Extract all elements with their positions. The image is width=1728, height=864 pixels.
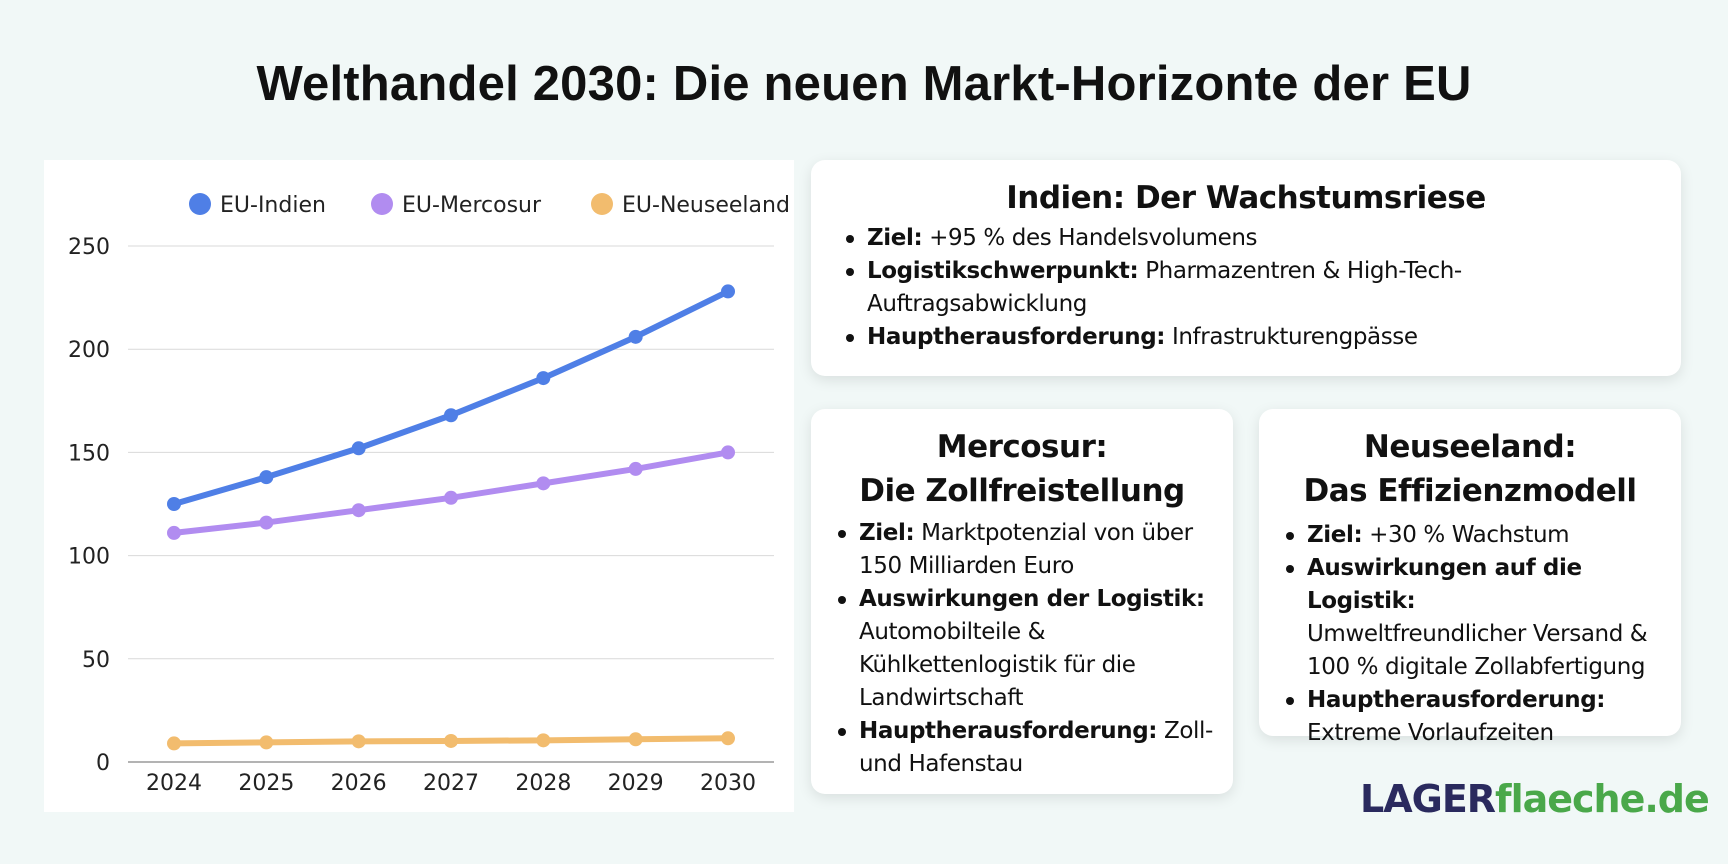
item-label: Hauptherausforderung: bbox=[1307, 687, 1606, 713]
data-point bbox=[536, 476, 551, 491]
data-point bbox=[351, 734, 366, 749]
list-item: Auswirkungen der Logistik: Automobilteil… bbox=[838, 583, 1233, 715]
item-label: Logistikschwerpunkt: bbox=[867, 258, 1139, 284]
list-item: Ziel: +95 % des Handelsvolumens bbox=[846, 222, 1681, 255]
x-tick-label: 2025 bbox=[238, 771, 294, 796]
item-text: +95 % des Handelsvolumens bbox=[929, 225, 1258, 251]
card-nz-title-line1: Neuseeland: bbox=[1363, 429, 1577, 465]
x-tick-label: 2029 bbox=[608, 771, 664, 796]
line-chart: 0 50 100 150 200 250 2024 2025 2026 2027 2028 2029 2… bbox=[68, 193, 790, 796]
item-text: 100 % digitale Zollabfertigung bbox=[1307, 654, 1646, 680]
item-text: Zoll- bbox=[1164, 718, 1213, 744]
item-text: Pharmazentren & High-Tech- bbox=[1145, 258, 1462, 284]
card-india-title: Indien: Der Wachstumsriese bbox=[1006, 180, 1486, 216]
data-point bbox=[167, 525, 181, 540]
y-tick-label: 100 bbox=[68, 545, 110, 570]
card-india-list: Ziel: +95 % des Handelsvolumens Logistik… bbox=[846, 222, 1681, 354]
list-item: Auswirkungen auf die Logistik: Umweltfre… bbox=[1286, 552, 1681, 684]
data-point bbox=[259, 515, 274, 530]
legend-label: EU-Mercosur bbox=[402, 193, 542, 218]
card-nz-list: Ziel: +30 % Wachstum Auswirkungen auf di… bbox=[1286, 519, 1681, 750]
data-point bbox=[167, 497, 181, 511]
data-point bbox=[628, 461, 643, 476]
list-item: Hauptherausforderung: Zoll- und Hafensta… bbox=[838, 715, 1233, 781]
item-label: Ziel: bbox=[867, 225, 923, 251]
item-text: Umweltfreundlicher Versand & bbox=[1307, 621, 1648, 647]
card-mercosur-title: Mercosur: Die Zollfreistellung bbox=[811, 425, 1233, 513]
data-point bbox=[721, 284, 735, 299]
item-text: Kühlkettenlogistik für die bbox=[859, 652, 1136, 678]
card-mercosur: Mercosur: Die Zollfreistellung Ziel: Mar… bbox=[811, 409, 1233, 794]
data-point bbox=[628, 732, 643, 747]
data-point bbox=[444, 733, 458, 748]
legend-label: EU-Neuseeland bbox=[622, 193, 790, 218]
x-tick-label: 2027 bbox=[423, 771, 479, 796]
page-title: Welthandel 2030: Die neuen Markt-Horizon… bbox=[256, 57, 1472, 111]
data-point bbox=[259, 470, 274, 485]
legend-marker bbox=[189, 193, 211, 215]
data-point bbox=[351, 503, 366, 518]
x-tick-label: 2030 bbox=[700, 771, 756, 796]
list-item: Logistikschwerpunkt: Pharmazentren & Hig… bbox=[846, 255, 1681, 321]
series-line-0 bbox=[171, 288, 731, 507]
data-point bbox=[628, 329, 643, 344]
data-point bbox=[444, 490, 458, 505]
chart-panel: 0 50 100 150 200 250 2024 2025 2026 2027 2028 2029 2… bbox=[44, 160, 794, 812]
item-text: +30 % Wachstum bbox=[1369, 522, 1570, 548]
item-text: Landwirtschaft bbox=[859, 685, 1024, 711]
card-nz: Neuseeland: Das Effizienzmodell Ziel: +3… bbox=[1259, 409, 1681, 746]
item-text: und Hafenstau bbox=[859, 751, 1023, 777]
legend-label: EU-Indien bbox=[220, 193, 326, 218]
data-point bbox=[536, 371, 551, 386]
item-label: Hauptherausforderung: bbox=[859, 718, 1158, 744]
item-text: Marktpotenzial von über bbox=[921, 520, 1193, 546]
item-text: Auftragsabwicklung bbox=[867, 291, 1087, 317]
item-text: Extreme Vorlaufzeiten bbox=[1307, 720, 1554, 746]
item-label: Auswirkungen auf die Logistik: bbox=[1307, 555, 1582, 614]
x-tick-label: 2028 bbox=[515, 771, 571, 796]
list-item: Ziel: Marktpotenzial von über 150 Millia… bbox=[838, 517, 1233, 583]
data-point bbox=[167, 736, 181, 751]
item-label: Ziel: bbox=[859, 520, 915, 546]
legend-marker bbox=[371, 193, 393, 215]
logo-part2: flaeche.de bbox=[1495, 777, 1710, 821]
data-point bbox=[351, 441, 366, 456]
card-mercosur-list: Ziel: Marktpotenzial von über 150 Millia… bbox=[838, 517, 1233, 781]
y-tick-label: 200 bbox=[68, 338, 110, 363]
x-tick-label: 2026 bbox=[331, 771, 387, 796]
data-point bbox=[536, 733, 551, 748]
card-mercosur-title-line2: Die Zollfreistellung bbox=[859, 473, 1185, 509]
item-text: Automobilteile & bbox=[859, 619, 1046, 645]
list-item: Hauptherausforderung: Infrastrukturengpä… bbox=[846, 321, 1681, 354]
item-text: Infrastrukturengpässe bbox=[1172, 324, 1418, 350]
brand-logo: LAGERflaeche.de bbox=[1360, 777, 1710, 821]
x-tick-label: 2024 bbox=[146, 771, 202, 796]
y-tick-label: 50 bbox=[82, 648, 110, 673]
logo-part1: LAGER bbox=[1360, 777, 1496, 821]
y-tick-label: 150 bbox=[68, 441, 110, 466]
card-india: Indien: Der Wachstumsriese Ziel: +95 % d… bbox=[811, 160, 1681, 376]
item-label: Ziel: bbox=[1307, 522, 1363, 548]
item-text: 150 Milliarden Euro bbox=[859, 553, 1074, 579]
y-tick-label: 0 bbox=[96, 751, 110, 776]
card-nz-title-line2: Das Effizienzmodell bbox=[1303, 473, 1637, 509]
list-item: Hauptherausforderung: Extreme Vorlaufzei… bbox=[1286, 684, 1681, 750]
card-mercosur-title-line1: Mercosur: bbox=[936, 429, 1108, 465]
item-label: Auswirkungen der Logistik: bbox=[859, 586, 1205, 612]
data-point bbox=[259, 735, 274, 750]
card-nz-title: Neuseeland: Das Effizienzmodell bbox=[1259, 425, 1681, 513]
item-label: Hauptherausforderung: bbox=[867, 324, 1166, 350]
legend-marker bbox=[591, 193, 613, 215]
list-item: Ziel: +30 % Wachstum bbox=[1286, 519, 1681, 552]
data-point bbox=[444, 408, 458, 423]
y-tick-label: 250 bbox=[68, 235, 110, 260]
data-point bbox=[721, 445, 735, 460]
data-point bbox=[721, 731, 735, 746]
